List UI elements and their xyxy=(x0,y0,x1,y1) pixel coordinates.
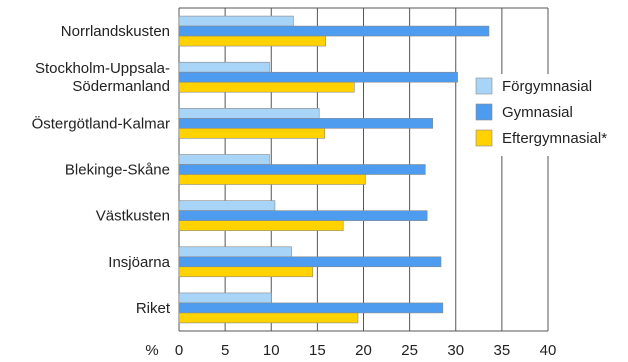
category-label: Blekinge-Skåne xyxy=(65,162,170,179)
category-label: Insjöarna xyxy=(108,254,170,271)
bar-gymnasial xyxy=(178,302,444,314)
x-tick-label: 5 xyxy=(221,342,229,359)
legend-label: Eftergymnasial* xyxy=(502,130,607,147)
bar-frgymnasial xyxy=(178,246,292,258)
bar-frgymnasial xyxy=(178,200,276,211)
bar-eftergymnasial xyxy=(178,174,366,185)
x-tick-label: 0 xyxy=(175,342,183,359)
x-tick-label: 20 xyxy=(355,342,372,359)
x-unit-label: % xyxy=(145,342,158,359)
bar-gymnasial xyxy=(178,71,458,83)
legend-swatch xyxy=(475,103,493,121)
x-tick-label: 25 xyxy=(401,342,418,359)
legend: Förgymnasial Gymnasial Eftergymnasial* xyxy=(468,74,628,156)
legend-label: Gymnasial xyxy=(502,104,573,121)
x-axis-ticks: 0 5 10 15 20 25 30 35 40% xyxy=(145,342,556,359)
bar-frgymnasial xyxy=(178,154,270,165)
bars xyxy=(178,15,490,324)
bar-frgymnasial xyxy=(178,61,270,73)
bar-eftergymnasial xyxy=(178,128,326,139)
legend-label: Förgymnasial xyxy=(502,78,592,95)
category-label: Östergötland-Kalmar xyxy=(32,114,170,132)
bar-frgymnasial xyxy=(178,108,320,119)
legend-swatch xyxy=(475,129,493,147)
bar-frgymnasial xyxy=(178,292,272,304)
category-label: Västkusten xyxy=(96,208,170,225)
bar-eftergymnasial xyxy=(178,81,355,93)
category-label: Södermanland xyxy=(72,78,170,95)
bar-frgymnasial xyxy=(178,15,294,27)
category-label: Riket xyxy=(136,300,171,317)
bar-eftergymnasial xyxy=(178,220,344,231)
bar-eftergymnasial xyxy=(178,35,326,47)
category-label: Norrlandskusten xyxy=(61,23,170,40)
category-label: Stockholm-Uppsala- xyxy=(35,60,170,77)
bar-gymnasial xyxy=(178,256,442,268)
legend-swatch xyxy=(475,77,493,95)
x-tick-label: 15 xyxy=(309,342,326,359)
bar-eftergymnasial xyxy=(178,266,314,278)
category-labels: Norrlandskusten Stockholm-Uppsala-Söderma… xyxy=(32,23,171,317)
bar-gymnasial xyxy=(178,118,433,129)
x-tick-label: 40 xyxy=(540,342,557,359)
bar-gymnasial xyxy=(178,164,426,175)
x-tick-label: 10 xyxy=(263,342,280,359)
x-tick-label: 30 xyxy=(447,342,464,359)
legend-background xyxy=(468,74,628,156)
bar-eftergymnasial xyxy=(178,312,359,324)
bar-gymnasial xyxy=(178,210,428,221)
x-tick-label: 35 xyxy=(494,342,511,359)
bar-gymnasial xyxy=(178,25,490,37)
